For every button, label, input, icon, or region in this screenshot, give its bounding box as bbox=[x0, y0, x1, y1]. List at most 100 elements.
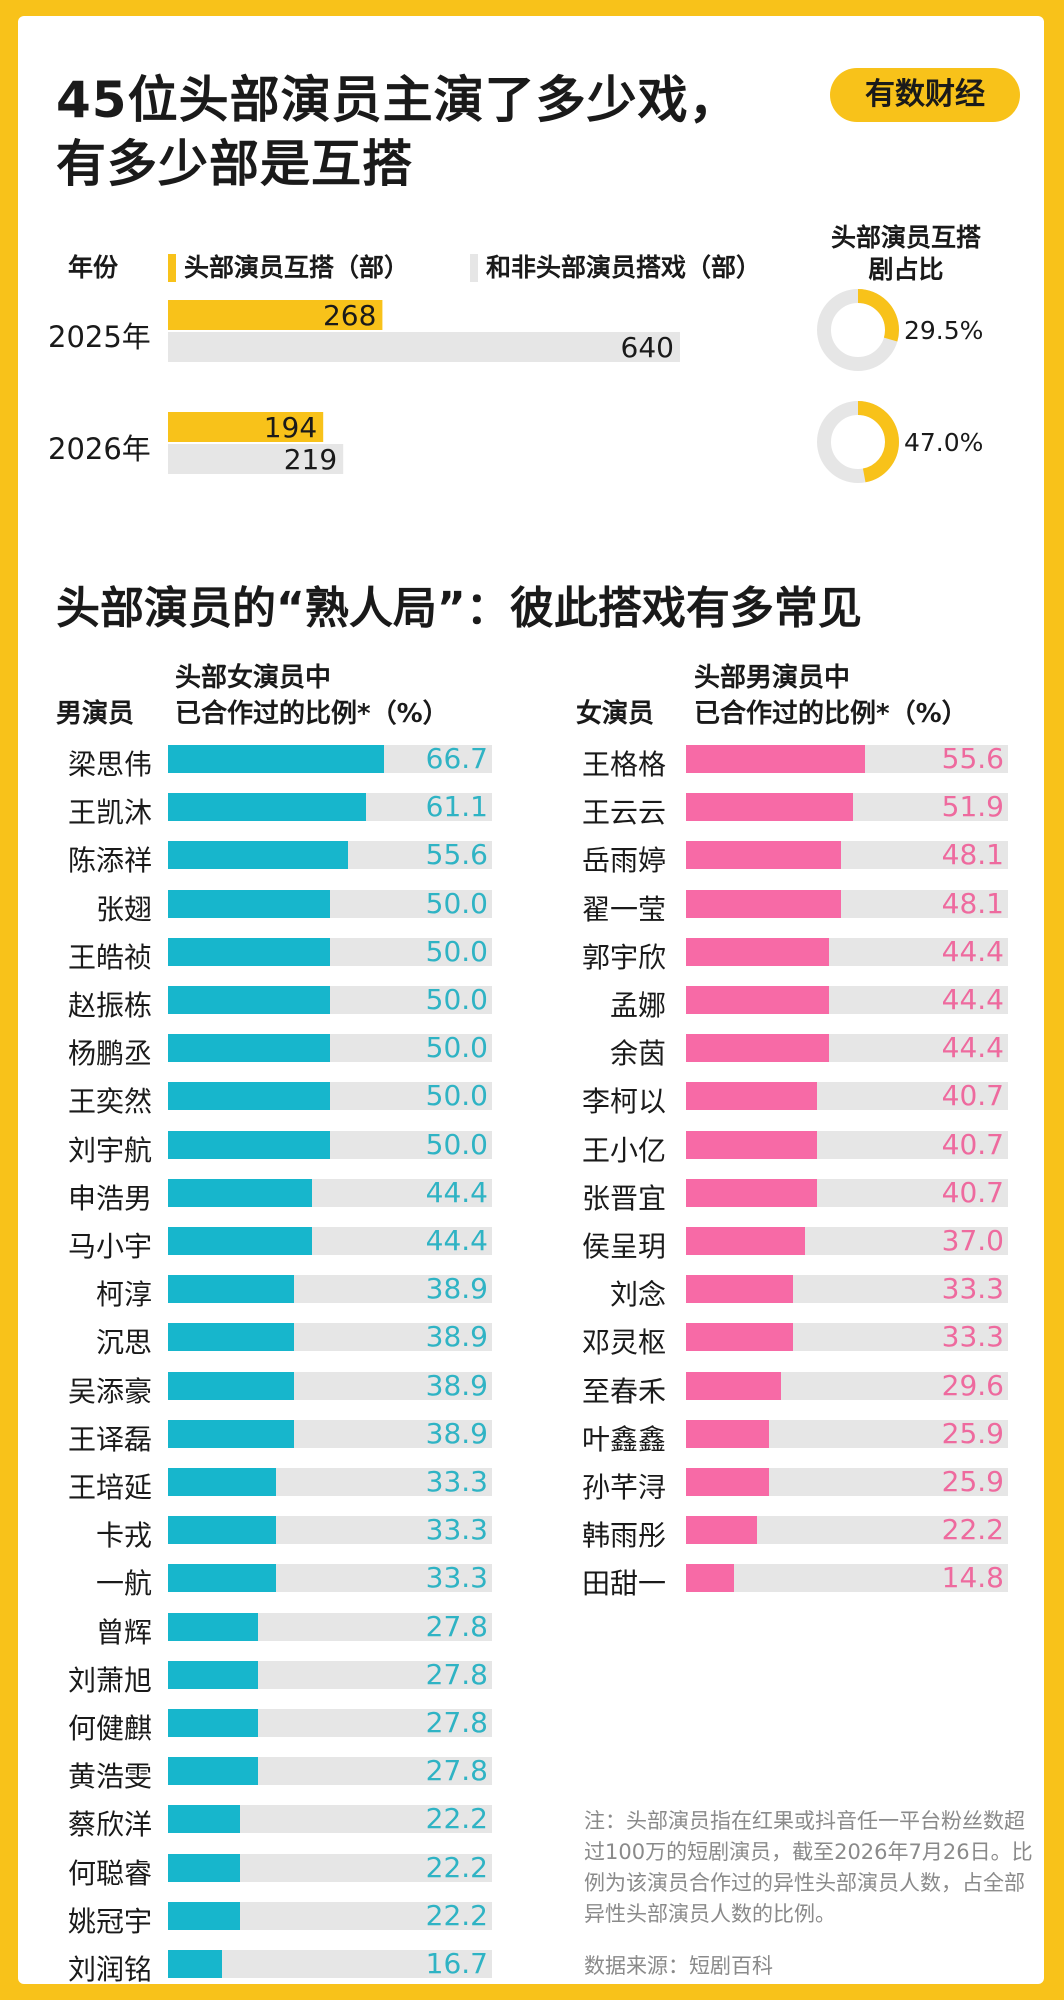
female-actor-row-value: 48.1 bbox=[941, 886, 1004, 920]
male-actor-row-bar bbox=[168, 1853, 240, 1882]
male-actor-row-name: 何聪睿 bbox=[67, 1856, 152, 1890]
male-actor-row-name: 曾辉 bbox=[95, 1615, 152, 1649]
male-actor-row-name: 王皓祯 bbox=[67, 940, 152, 974]
brand-badge: 有数财经 bbox=[830, 68, 1020, 122]
year-label-2025: 2025年 bbox=[48, 320, 151, 354]
female-actor-row-value: 44.4 bbox=[941, 934, 1004, 968]
female-actor-row-bar bbox=[686, 841, 841, 870]
male-actor-row-value: 50.0 bbox=[425, 1031, 488, 1065]
female-actor-row-value: 48.1 bbox=[941, 838, 1004, 872]
female-actor-row-name: 张晋宜 bbox=[581, 1181, 666, 1215]
female-actor-row-name: 至春禾 bbox=[581, 1374, 666, 1408]
male-actor-row-bar bbox=[168, 1901, 240, 1930]
male-actor-row-value: 27.8 bbox=[425, 1706, 488, 1739]
male-actor-row-bar bbox=[168, 889, 330, 918]
male-metric-line-2: 已合作过的比例*（%） bbox=[175, 699, 449, 729]
female-actor-row-value: 29.6 bbox=[941, 1368, 1004, 1402]
female-actor-row-bar bbox=[686, 1419, 770, 1448]
ratio-title: 头部演员互搭剧占比 bbox=[830, 223, 981, 284]
male-actor-row-value: 50.0 bbox=[425, 1127, 488, 1161]
male-actor-row-value: 33.3 bbox=[425, 1561, 488, 1595]
female-actor-row-bar bbox=[686, 1371, 782, 1400]
male-actor-row-value: 33.3 bbox=[425, 1465, 488, 1498]
male-actor-row-bar bbox=[168, 1034, 330, 1063]
female-metric-line-2: 已合作过的比例*（%） bbox=[694, 699, 968, 729]
female-actor-row-value: 51.9 bbox=[941, 790, 1004, 824]
year-label-2026: 2026年 bbox=[48, 432, 151, 466]
female-actor-row-name: 田甜一 bbox=[581, 1567, 666, 1601]
bar-non-mutual-label-1: 219 bbox=[284, 443, 337, 476]
female-actor-row-bar bbox=[686, 745, 866, 773]
male-actor-row-bar bbox=[168, 1130, 330, 1159]
male-actor-row-value: 38.9 bbox=[425, 1368, 488, 1402]
infographic-card: 45位头部演员主演了多少戏， 有多少部是互搭 有数财经 年份 头部演员互搭（部）… bbox=[18, 16, 1044, 1984]
male-metric-label: 头部女演员中 已合作过的比例*（%） bbox=[175, 660, 449, 732]
male-actor-row-name: 一航 bbox=[95, 1567, 152, 1601]
donut-label-1: 47.0% bbox=[904, 428, 983, 457]
section-title: 头部演员的“熟人局”：彼此搭戏有多常见 bbox=[56, 583, 862, 634]
female-actor-row-name: 王云云 bbox=[581, 796, 666, 830]
female-actor-row-value: 40.7 bbox=[941, 1175, 1004, 1209]
female-actor-row-bar-track bbox=[686, 1564, 1008, 1593]
male-actor-row-value: 44.4 bbox=[425, 1175, 488, 1209]
male-actor-row-name: 卡戎 bbox=[95, 1519, 152, 1553]
male-actor-row-value: 38.9 bbox=[425, 1416, 488, 1450]
female-actor-row-value: 33.3 bbox=[941, 1320, 1004, 1354]
male-actor-row-value: 38.9 bbox=[425, 1272, 488, 1306]
legend-label-mutual: 头部演员互搭（部） bbox=[184, 253, 410, 282]
female-actor-row-bar bbox=[686, 1468, 770, 1496]
female-actor-row-bar bbox=[686, 1178, 818, 1207]
male-actor-row-value: 50.0 bbox=[425, 1079, 488, 1113]
male-actor-row-name: 王译磊 bbox=[67, 1422, 152, 1456]
donut-arc-1 bbox=[817, 401, 899, 483]
male-actor-row-bar bbox=[168, 1660, 259, 1689]
male-actor-row-value: 27.8 bbox=[425, 1754, 488, 1788]
female-actor-row-name: 翟一莹 bbox=[581, 892, 666, 926]
ratio-column-header: 头部演员互搭剧占比 bbox=[826, 222, 986, 286]
female-actor-row-name: 王小亿 bbox=[581, 1133, 666, 1167]
female-actor-row-value: 25.9 bbox=[941, 1465, 1004, 1498]
male-actor-row-value: 22.2 bbox=[425, 1802, 488, 1836]
female-actor-row-bar bbox=[686, 1564, 734, 1593]
female-group-label: 女演员 bbox=[576, 699, 655, 729]
male-actor-row-bar bbox=[168, 986, 330, 1014]
bar-mutual-1 bbox=[168, 412, 324, 442]
female-actor-row-bar bbox=[686, 1323, 794, 1352]
bar-non-mutual-0 bbox=[168, 332, 680, 362]
female-actor-row-bar bbox=[686, 793, 854, 822]
bar-non-mutual-1 bbox=[168, 444, 344, 474]
male-actor-row-value: 50.0 bbox=[425, 983, 488, 1016]
male-actor-row-bar bbox=[168, 1564, 276, 1593]
male-actor-row-name: 何健麒 bbox=[67, 1712, 152, 1745]
female-actor-row-value: 25.9 bbox=[941, 1416, 1004, 1450]
bar-mutual-label-0: 268 bbox=[323, 299, 376, 332]
male-actor-row-name: 张翅 bbox=[95, 892, 152, 926]
female-actor-row-value: 37.0 bbox=[941, 1224, 1004, 1257]
female-actor-row-value: 44.4 bbox=[941, 983, 1004, 1016]
male-actor-row-value: 66.7 bbox=[425, 742, 488, 775]
male-actor-row-bar bbox=[168, 937, 330, 966]
bar-non-mutual-label-0: 640 bbox=[621, 331, 674, 364]
legend-swatch-non-mutual bbox=[470, 254, 478, 282]
female-metric-line-1: 头部男演员中 bbox=[694, 663, 851, 693]
male-actor-row-name: 王培延 bbox=[67, 1471, 152, 1504]
male-actor-row-name: 柯淳 bbox=[95, 1278, 152, 1312]
male-actor-row-value: 50.0 bbox=[425, 934, 488, 968]
male-actor-row-value: 55.6 bbox=[425, 838, 488, 872]
donut-label-0: 29.5% bbox=[904, 316, 983, 345]
male-actor-row-bar bbox=[168, 1468, 276, 1496]
male-group-label: 男演员 bbox=[56, 699, 135, 729]
legend-label-non-mutual: 和非头部演员搭戏（部） bbox=[486, 253, 762, 282]
female-actor-row-bar bbox=[686, 1130, 818, 1159]
male-actor-row-value: 33.3 bbox=[425, 1513, 488, 1547]
female-actor-row-bar bbox=[686, 986, 829, 1014]
male-actor-row-value: 44.4 bbox=[425, 1224, 488, 1257]
title-line-1: 45位头部演员主演了多少戏， bbox=[56, 71, 740, 129]
footnote: 注：头部演员指在红果或抖音任一平台粉丝数超过100万的短剧演员，截至2026年7… bbox=[584, 1809, 1033, 1926]
year-column-header: 年份 bbox=[68, 253, 119, 282]
female-actor-row-name: 王格格 bbox=[581, 748, 666, 781]
male-metric-line-1: 头部女演员中 bbox=[175, 663, 332, 693]
male-actor-row-name: 吴添豪 bbox=[67, 1374, 152, 1408]
male-actor-row-name: 陈添祥 bbox=[67, 844, 152, 878]
